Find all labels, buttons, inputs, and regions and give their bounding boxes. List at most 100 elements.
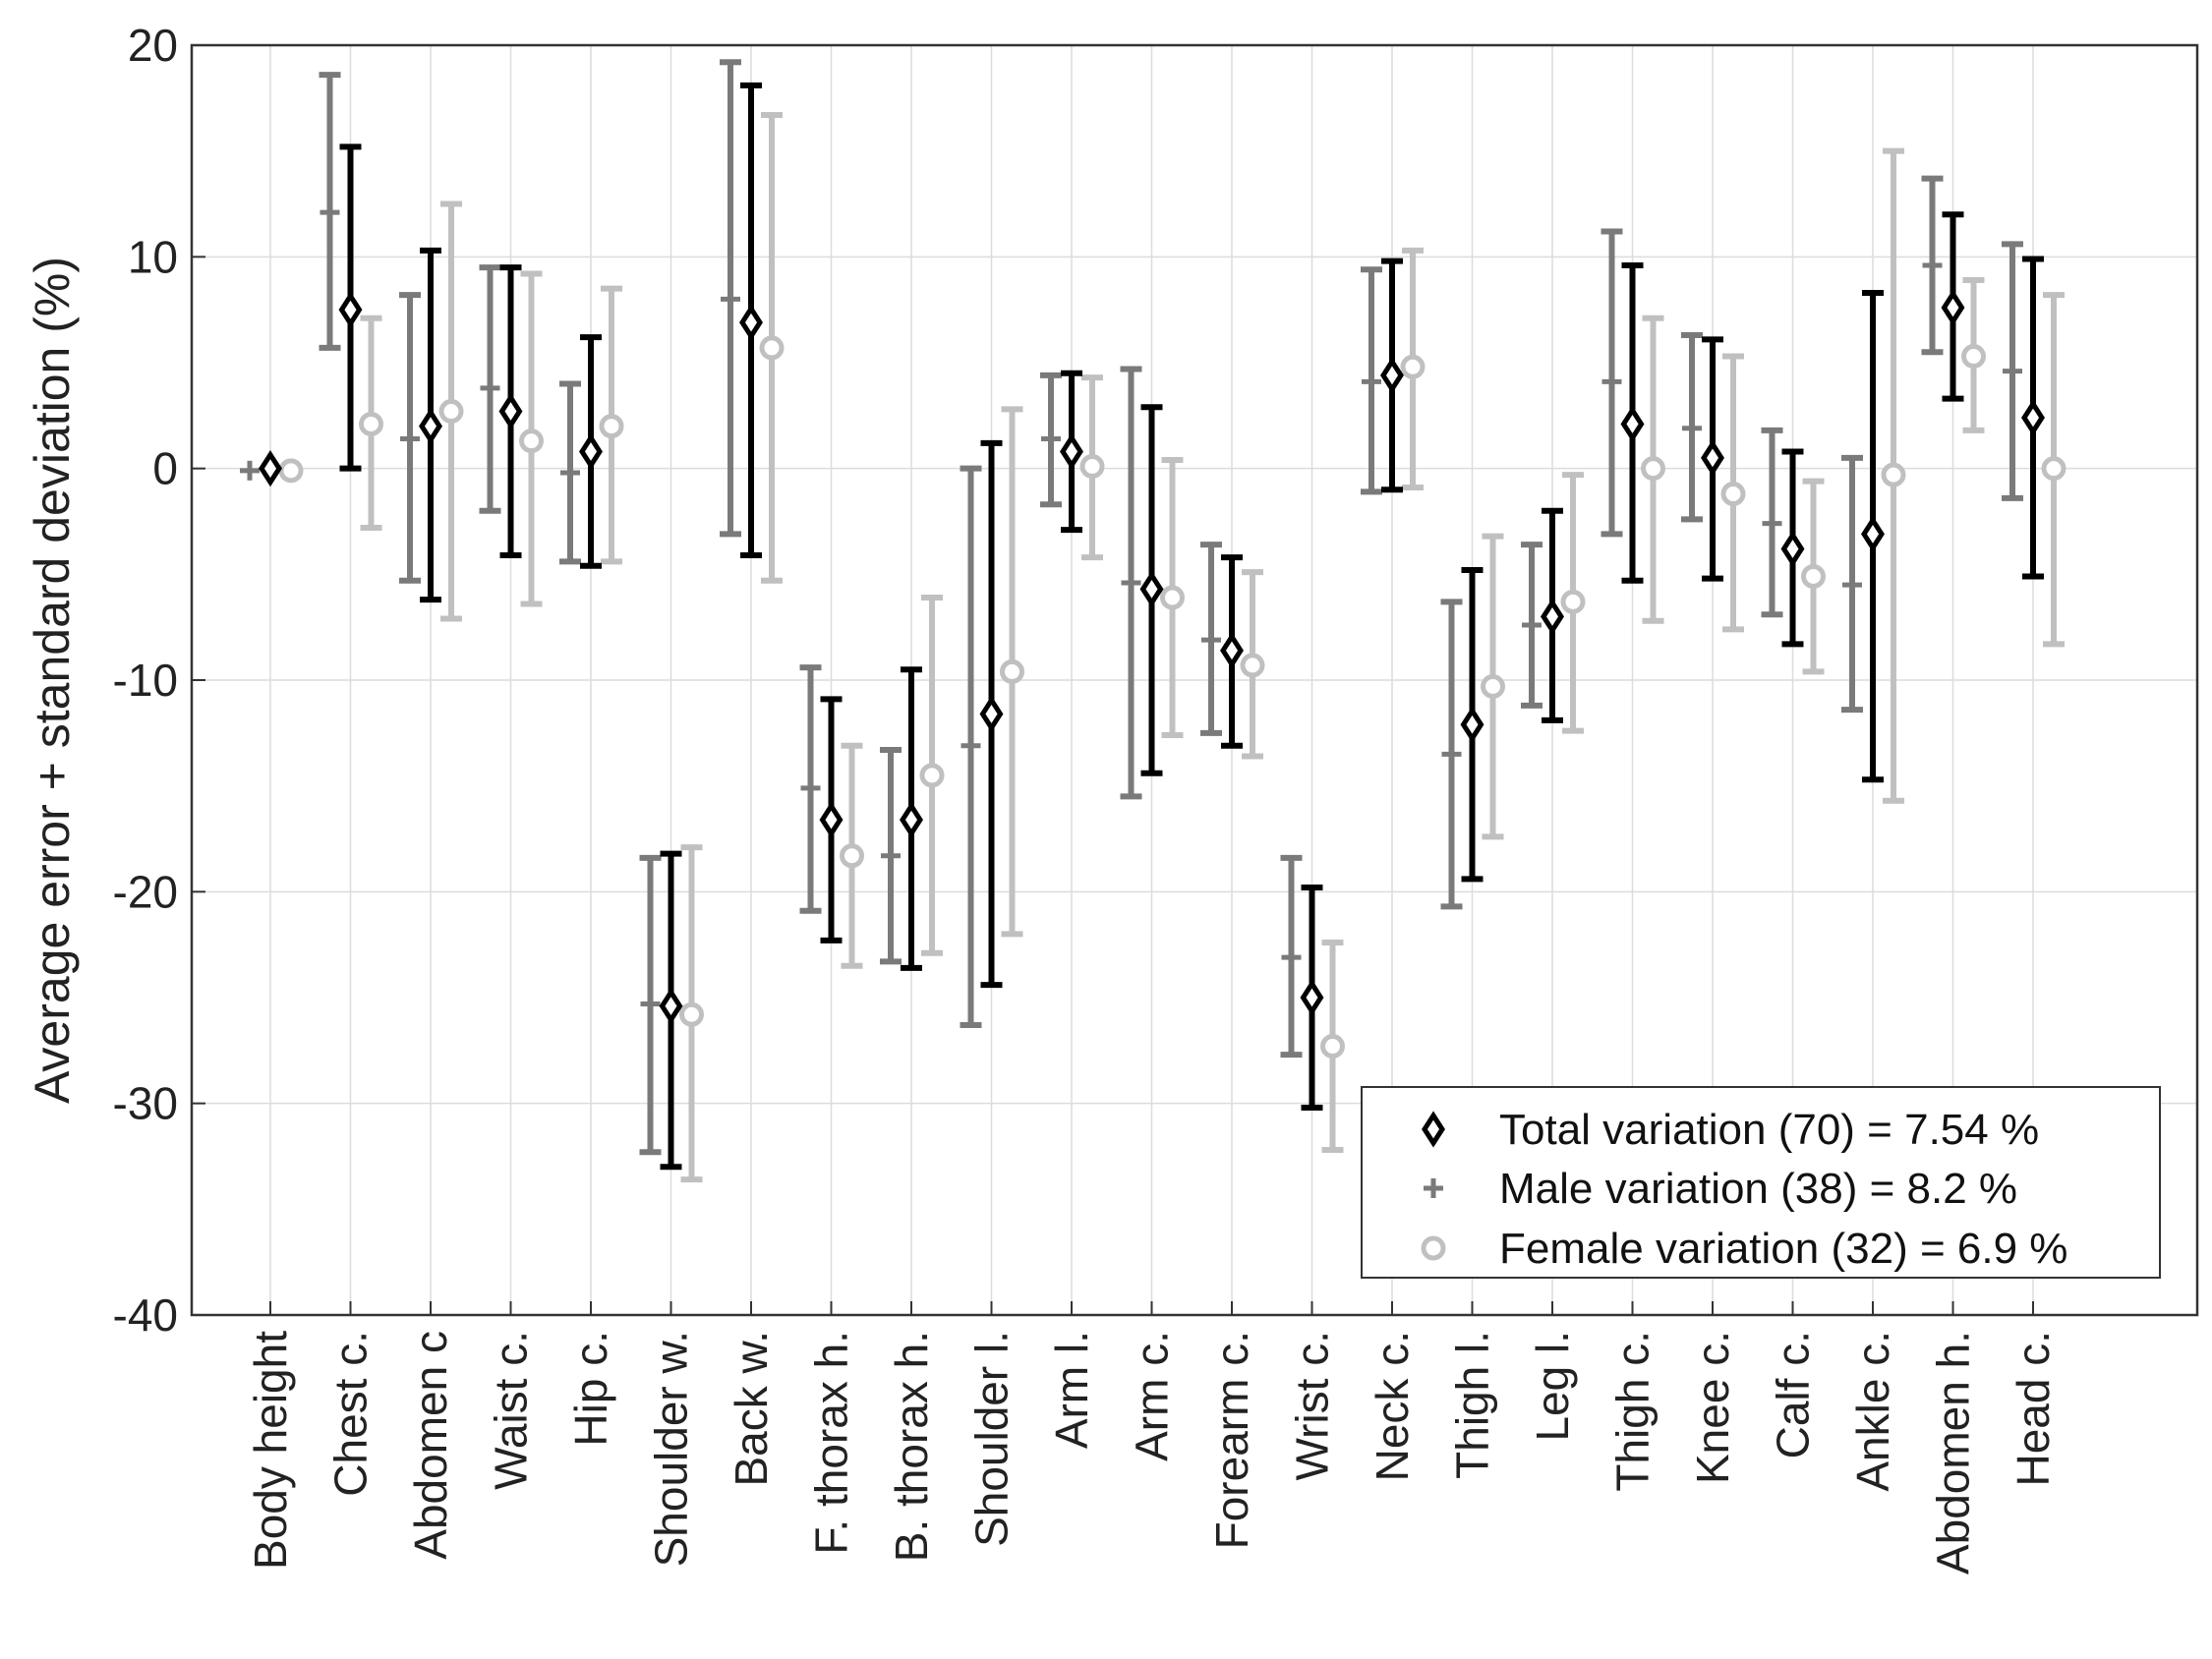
marker-2-19 [1801, 563, 1826, 589]
marker-0-1 [338, 291, 363, 328]
marker-2-18 [1720, 482, 1746, 507]
marker-0-17 [1620, 405, 1645, 443]
marker-2-17 [1641, 456, 1665, 482]
legend-marker-female [1421, 1235, 1446, 1261]
y-tick-label-1: 10 [128, 231, 178, 282]
marker-0-7 [819, 801, 844, 838]
marker-1-4 [560, 462, 580, 483]
marker-0-8 [900, 801, 923, 838]
series-1 [240, 59, 2023, 1156]
marker-2-14 [1400, 354, 1426, 379]
y-tick-label-6: -40 [113, 1289, 178, 1341]
x-axis-ticks: Body height Chest c. Abdomen c Waist c. Hip … [245, 1301, 2059, 1574]
x-tick-label-17: Thigh c. [1607, 1331, 1659, 1492]
marker-0-15 [1460, 706, 1484, 743]
marker-0-20 [1861, 515, 1885, 553]
marker-0-14 [1380, 357, 1404, 394]
marker-1-6 [721, 289, 740, 310]
marker-0-9 [979, 695, 1004, 733]
marker-1-8 [881, 845, 901, 866]
marker-2-3 [519, 429, 544, 454]
marker-1-9 [960, 735, 981, 756]
x-tick-label-18: Knee c. [1687, 1331, 1738, 1484]
x-tick-label-19: Calf c. [1768, 1331, 1819, 1459]
marker-1-19 [1762, 513, 1782, 534]
marker-1-3 [480, 377, 500, 398]
legend-box [1361, 1086, 2161, 1279]
marker-2-21 [1961, 344, 1986, 370]
y-tick-label-0: 20 [128, 20, 178, 71]
marker-0-3 [498, 392, 523, 430]
y-tick-label-2: 0 [152, 443, 178, 494]
x-tick-label-3: Waist c. [486, 1331, 537, 1490]
marker-0-0 [259, 450, 282, 487]
marker-2-8 [919, 763, 945, 788]
marker-1-10 [1041, 429, 1061, 449]
legend-marker-male [1424, 1178, 1443, 1198]
legend-label-male: Male variation (38) = 8.2 % [1499, 1165, 2017, 1213]
marker-2-22 [2041, 456, 2066, 482]
x-tick-label-21: Abdomen h. [1928, 1331, 1979, 1574]
y-axis-title: Average error + standard deviation (%) [25, 257, 80, 1104]
legend-label-female: Female variation (32) = 6.9 % [1499, 1225, 2067, 1273]
y-tick-label-3: -10 [113, 655, 178, 706]
x-tick-label-0: Body height [245, 1331, 296, 1570]
marker-0-19 [1780, 530, 1805, 568]
marker-1-22 [2003, 361, 2022, 381]
marker-0-21 [1941, 289, 1965, 326]
marker-2-11 [1160, 585, 1185, 610]
x-tick-label-13: Wrist c. [1287, 1331, 1338, 1480]
y-tick-label-4: -20 [113, 866, 178, 917]
marker-0-18 [1701, 439, 1724, 477]
marker-0-22 [2021, 399, 2045, 436]
marker-2-6 [759, 335, 785, 361]
marker-2-2 [438, 399, 464, 425]
marker-0-4 [579, 432, 603, 471]
marker-1-7 [800, 777, 821, 798]
legend-label-total: Total variation (70) = 7.54 % [1499, 1106, 2039, 1154]
series-2 [278, 112, 2066, 1183]
marker-1-1 [320, 202, 340, 223]
legend: Total variation (70) = 7.54 % Male varia… [1361, 1086, 2161, 1279]
marker-2-10 [1079, 454, 1105, 480]
marker-0-6 [739, 304, 763, 341]
x-tick-label-16: Leg l. [1527, 1331, 1578, 1442]
marker-1-21 [1922, 255, 1943, 275]
marker-1-20 [1842, 575, 1862, 596]
x-tick-label-7: F. thorax h. [806, 1331, 857, 1555]
x-tick-label-11: Arm c. [1127, 1331, 1178, 1461]
legend-icon-2 [1421, 1235, 1446, 1261]
marker-1-2 [400, 429, 420, 449]
marker-1-16 [1522, 615, 1542, 636]
marker-2-16 [1560, 589, 1586, 614]
marker-1-15 [1441, 744, 1462, 765]
marker-2-12 [1240, 653, 1265, 678]
marker-0-10 [1060, 432, 1083, 471]
legend-marker-total [1422, 1111, 1445, 1148]
x-tick-label-2: Abdomen c [405, 1331, 456, 1560]
x-tick-label-4: Hip c. [565, 1331, 616, 1447]
marker-2-9 [1000, 658, 1024, 684]
marker-2-1 [359, 411, 383, 436]
marker-2-0 [278, 458, 304, 484]
x-tick-label-8: B. thorax h. [886, 1331, 937, 1562]
marker-2-7 [840, 843, 864, 869]
x-tick-label-5: Shoulder w. [646, 1331, 697, 1567]
marker-0-12 [1220, 632, 1244, 669]
marker-0-13 [1300, 979, 1324, 1016]
marker-2-15 [1481, 673, 1505, 699]
series-0 [259, 82, 2045, 1171]
marker-1-14 [1362, 372, 1381, 392]
marker-0-16 [1541, 598, 1564, 636]
marker-2-13 [1320, 1034, 1345, 1059]
marker-0-2 [419, 407, 442, 445]
x-tick-label-10: Arm l. [1046, 1331, 1097, 1449]
marker-1-11 [1121, 572, 1141, 593]
legend-icon-0 [1422, 1111, 1445, 1148]
marker-1-17 [1601, 372, 1622, 392]
marker-1-12 [1201, 630, 1221, 651]
marker-0-5 [659, 987, 683, 1025]
marker-2-4 [599, 414, 624, 439]
y-axis-ticks: 20 10 0 -10 -20 -30 -40 [113, 20, 205, 1341]
